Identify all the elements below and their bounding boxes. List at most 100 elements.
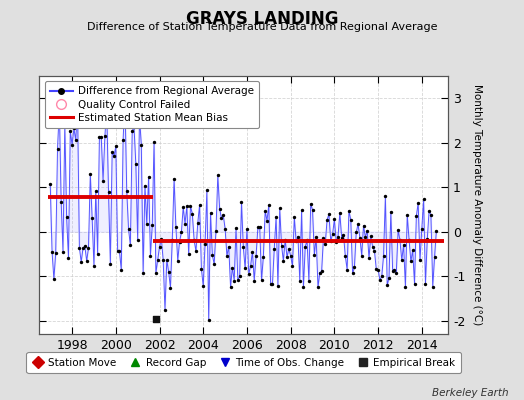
Point — [106, 261, 115, 267]
Point — [170, 175, 178, 182]
Point — [50, 276, 58, 282]
Point — [252, 253, 260, 259]
Point — [318, 268, 326, 275]
Point — [219, 212, 227, 218]
Point — [304, 278, 313, 284]
Point — [55, 106, 63, 112]
Point — [152, 316, 160, 322]
Point — [154, 256, 162, 263]
Point — [319, 235, 328, 241]
Point — [188, 210, 196, 217]
Point — [168, 236, 177, 243]
Point — [208, 252, 216, 258]
Point — [410, 281, 419, 287]
Point — [51, 250, 60, 256]
Text: GRAYS LANDING: GRAYS LANDING — [185, 10, 339, 28]
Point — [155, 244, 163, 250]
Point — [115, 248, 124, 255]
Point — [139, 270, 147, 277]
Point — [82, 258, 91, 264]
Point — [274, 282, 282, 289]
Point — [214, 172, 222, 178]
Point — [81, 243, 89, 249]
Point — [72, 137, 80, 143]
Point — [119, 137, 127, 144]
Point — [241, 265, 249, 272]
Point — [385, 274, 393, 281]
Point — [299, 284, 308, 290]
Point — [195, 202, 204, 208]
Point — [277, 242, 286, 249]
Point — [266, 281, 275, 288]
Point — [86, 171, 94, 177]
Point — [405, 236, 413, 243]
Point — [423, 236, 431, 243]
Point — [387, 208, 395, 215]
Point — [412, 213, 421, 219]
Point — [145, 174, 153, 180]
Point — [212, 228, 220, 234]
Point — [121, 95, 129, 102]
Point — [59, 248, 67, 255]
Point — [187, 203, 195, 210]
Point — [390, 267, 399, 273]
Point — [388, 268, 397, 274]
Point — [399, 242, 408, 248]
Point — [414, 200, 422, 206]
Point — [95, 134, 104, 140]
Point — [61, 121, 69, 128]
Point — [162, 257, 171, 263]
Point — [177, 229, 185, 236]
Point — [157, 236, 166, 242]
Point — [272, 214, 280, 220]
Point — [181, 220, 189, 227]
Point — [401, 284, 410, 290]
Point — [298, 207, 306, 214]
Point — [193, 220, 202, 226]
Point — [407, 258, 415, 264]
Point — [429, 283, 437, 290]
Point — [368, 244, 377, 250]
Point — [294, 233, 302, 240]
Point — [287, 253, 295, 259]
Point — [323, 216, 331, 223]
Point — [203, 187, 211, 194]
Point — [341, 253, 350, 259]
Point — [134, 236, 142, 243]
Point — [112, 143, 120, 150]
Point — [77, 259, 85, 265]
Point — [352, 229, 361, 236]
Point — [354, 221, 362, 227]
Point — [197, 266, 205, 272]
Point — [159, 256, 167, 263]
Point — [376, 277, 384, 283]
Point — [361, 234, 369, 240]
Point — [392, 270, 400, 276]
Point — [339, 232, 347, 238]
Point — [124, 226, 133, 233]
Point — [204, 317, 213, 323]
Point — [356, 234, 364, 241]
Point — [130, 124, 138, 130]
Point — [237, 198, 246, 205]
Text: Difference of Station Temperature Data from Regional Average: Difference of Station Temperature Data f… — [87, 22, 437, 32]
Point — [337, 235, 346, 241]
Point — [312, 234, 320, 241]
Point — [301, 244, 309, 250]
Legend: Station Move, Record Gap, Time of Obs. Change, Empirical Break: Station Move, Record Gap, Time of Obs. C… — [27, 352, 461, 373]
Point — [53, 145, 62, 152]
Point — [370, 248, 379, 254]
Point — [117, 267, 125, 273]
Point — [363, 228, 372, 234]
Point — [285, 246, 293, 252]
Point — [290, 214, 299, 220]
Y-axis label: Monthly Temperature Anomaly Difference (°C): Monthly Temperature Anomaly Difference (… — [472, 84, 482, 326]
Point — [383, 282, 391, 288]
Point — [367, 233, 375, 240]
Point — [310, 252, 319, 258]
Point — [146, 252, 155, 259]
Point — [254, 224, 262, 230]
Point — [228, 264, 236, 271]
Point — [224, 244, 233, 250]
Point — [326, 238, 335, 244]
